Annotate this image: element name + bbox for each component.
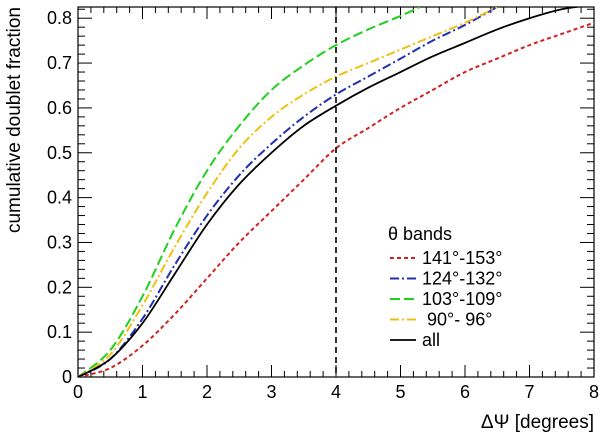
legend-label-all: all xyxy=(422,330,440,350)
x-tick-label: 3 xyxy=(266,382,276,402)
y-tick-label: 0 xyxy=(62,367,72,387)
legend: θ bands 141°-153°124°-132°103°-109° 90°-… xyxy=(388,224,502,350)
y-tick-label: 0.4 xyxy=(47,188,72,208)
x-tick-label: 7 xyxy=(524,382,534,402)
x-tick-label: 4 xyxy=(331,382,341,402)
legend-label-103-109: 103°-109° xyxy=(422,289,502,309)
x-tick-label: 0 xyxy=(73,382,83,402)
x-axis-title: ΔΨ [degrees] xyxy=(481,412,594,433)
y-tick-label: 0.6 xyxy=(47,98,72,118)
legend-label-90-96: 90°- 96° xyxy=(422,310,492,330)
series-layer xyxy=(78,7,594,377)
legend-label-141-153: 141°-153° xyxy=(422,248,502,268)
x-tick-label: 5 xyxy=(395,382,405,402)
y-tick-label: 0.1 xyxy=(47,322,72,342)
x-tick-label: 6 xyxy=(460,382,470,402)
series-line-all xyxy=(78,7,583,377)
series-line-90-96 xyxy=(78,7,498,377)
legend-label-124-132: 124°-132° xyxy=(422,269,502,289)
x-tick-label: 8 xyxy=(589,382,599,402)
y-tick-label: 0.7 xyxy=(47,53,72,73)
y-tick-label: 0.3 xyxy=(47,232,72,252)
legend-title: θ bands xyxy=(388,224,452,244)
axis-ticks xyxy=(77,7,595,378)
y-axis-title: cumulative doublet fraction xyxy=(4,7,25,233)
series-line-124-132 xyxy=(78,7,498,377)
series-line-103-109 xyxy=(78,7,421,377)
y-tick-label: 0.8 xyxy=(47,8,72,28)
x-tick-label: 1 xyxy=(137,382,147,402)
y-tick-label: 0.5 xyxy=(47,143,72,163)
tick-labels: 0 1 2 3 4 5 6 7 8 0 0.1 0.2 0.3 0.4 0.5 0.6 0.7 0.8 xyxy=(47,8,599,402)
x-tick-label: 2 xyxy=(202,382,212,402)
y-tick-label: 0.2 xyxy=(47,277,72,297)
